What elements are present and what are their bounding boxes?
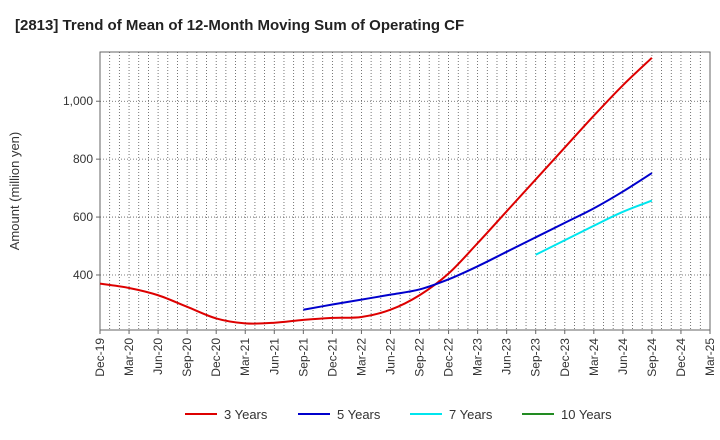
x-tick-label: Jun-22 <box>383 338 397 375</box>
x-tick-label: Dec-19 <box>93 338 107 377</box>
x-tick-label: Dec-22 <box>442 338 456 377</box>
x-axis-ticks: Dec-19 Mar-20 Jun-20 Sep-20 Dec-20 Mar-21 Jun-… <box>93 330 717 377</box>
y-axis-ticks: 400 600 800 1,000 <box>63 94 100 282</box>
grid-lines <box>100 52 710 330</box>
x-tick-label: Jun-24 <box>616 338 630 375</box>
x-tick-label: Sep-24 <box>645 338 659 377</box>
series-line-7-years <box>535 199 653 256</box>
x-tick-label: Jun-20 <box>151 338 165 375</box>
legend-item-7-years: 7 Years <box>410 407 493 422</box>
legend-item-10-years: 10 Years <box>522 407 612 422</box>
legend-label: 10 Years <box>561 407 612 422</box>
legend-label: 5 Years <box>337 407 381 422</box>
x-tick-label: Sep-22 <box>413 338 427 377</box>
x-tick-label: Mar-25 <box>703 338 717 376</box>
x-tick-label: Sep-20 <box>180 338 194 377</box>
x-tick-label: Dec-21 <box>325 338 339 377</box>
y-tick-label: 800 <box>73 152 93 166</box>
legend-item-5-years: 5 Years <box>298 407 381 422</box>
legend-label: 7 Years <box>449 407 493 422</box>
x-tick-label: Jun-21 <box>267 338 281 375</box>
plot-area <box>99 51 711 331</box>
y-tick-label: 1,000 <box>63 94 93 108</box>
x-tick-label: Mar-22 <box>354 338 368 376</box>
x-tick-label: Sep-23 <box>529 338 543 377</box>
x-tick-label: Jun-23 <box>500 338 514 375</box>
legend: 3 Years 5 Years 7 Years 10 Years <box>185 407 612 422</box>
x-tick-label: Dec-23 <box>558 338 572 377</box>
x-tick-label: Dec-20 <box>209 338 223 377</box>
y-tick-label: 400 <box>73 268 93 282</box>
y-tick-label: 600 <box>73 210 93 224</box>
series-lines <box>99 57 653 325</box>
x-tick-label: Mar-23 <box>471 338 485 376</box>
series-line-3-years <box>99 57 653 325</box>
y-axis-label: Amount (million yen) <box>7 132 22 251</box>
legend-item-3-years: 3 Years <box>185 407 268 422</box>
x-tick-label: Dec-24 <box>674 338 688 377</box>
x-tick-label: Mar-21 <box>238 338 252 376</box>
series-line-5-years <box>303 172 653 311</box>
x-tick-label: Mar-20 <box>122 338 136 376</box>
legend-label: 3 Years <box>224 407 268 422</box>
x-tick-label: Sep-21 <box>296 338 310 377</box>
x-tick-label: Mar-24 <box>587 338 601 376</box>
chart-title: [2813] Trend of Mean of 12-Month Moving … <box>15 17 464 34</box>
